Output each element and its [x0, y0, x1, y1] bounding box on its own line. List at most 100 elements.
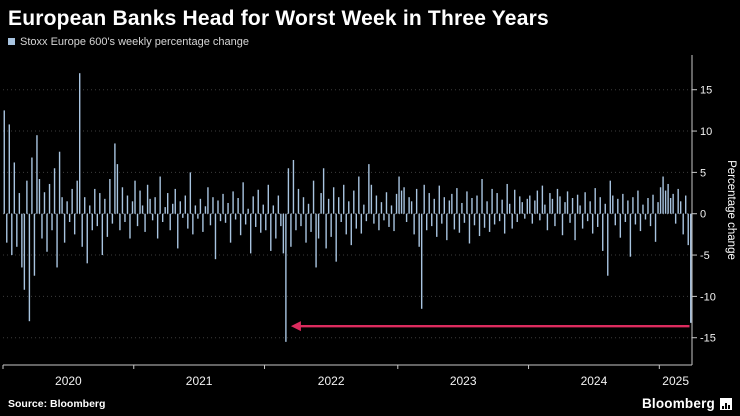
bar	[189, 172, 192, 214]
bar	[508, 203, 511, 214]
bar	[222, 193, 224, 214]
bar	[443, 197, 446, 214]
y-tick-label: 5	[700, 167, 706, 179]
bar	[21, 213, 23, 268]
chart-header: European Banks Head for Worst Week in Th…	[0, 0, 740, 49]
bar	[456, 188, 458, 214]
bar	[277, 195, 280, 214]
bar	[96, 213, 98, 227]
bar	[232, 191, 234, 214]
chart-footer: Source: Bloomberg Bloomberg	[0, 394, 740, 416]
bar	[255, 213, 257, 227]
bar	[448, 200, 451, 214]
bar	[370, 184, 373, 214]
bar	[654, 213, 657, 242]
bar	[302, 197, 305, 214]
bar	[3, 110, 5, 214]
bar	[586, 213, 589, 222]
bar	[393, 213, 395, 232]
bar	[287, 168, 290, 214]
bar	[239, 213, 242, 236]
bar	[410, 201, 413, 214]
bar	[28, 213, 31, 322]
bar	[56, 213, 58, 268]
bar	[234, 213, 237, 220]
bar	[536, 190, 539, 214]
bar	[524, 213, 526, 219]
bar	[84, 197, 86, 214]
bar	[433, 198, 435, 214]
bar	[227, 202, 229, 214]
bar	[446, 213, 448, 241]
bar	[242, 182, 244, 214]
y-axis-title: Percentage change	[725, 160, 737, 260]
x-year-label: 2023	[450, 374, 477, 388]
bar	[292, 159, 295, 214]
bar	[317, 213, 320, 239]
bar	[476, 195, 478, 214]
bar	[395, 193, 398, 214]
bar	[546, 213, 549, 231]
x-year-label: 2021	[186, 374, 213, 388]
bar	[179, 201, 181, 214]
bar	[363, 204, 365, 214]
bar	[104, 198, 106, 214]
bar	[8, 124, 10, 214]
bar	[350, 213, 352, 246]
bar	[109, 179, 111, 214]
bar	[478, 213, 481, 237]
bar	[624, 213, 627, 222]
bar	[73, 213, 76, 235]
bar	[576, 194, 579, 214]
bar	[111, 213, 114, 224]
bar	[471, 198, 473, 214]
bar	[144, 213, 146, 232]
legend-label: Stoxx Europe 600's weekly percentage cha…	[20, 35, 249, 48]
x-year-label: 2020	[55, 374, 82, 388]
axes: 15 10 5 0 -5 -10 -15 2020 2021 2022 2023 2024 2025	[2, 55, 716, 388]
bar	[551, 198, 554, 214]
bar	[197, 213, 199, 219]
bar	[119, 213, 121, 231]
bar	[353, 190, 355, 214]
bar	[307, 203, 310, 214]
bar	[669, 198, 672, 214]
y-tick-label: 0	[700, 209, 706, 221]
x-year-label: 2024	[581, 374, 608, 388]
bar	[403, 187, 405, 214]
bar	[418, 213, 420, 247]
bar	[634, 213, 637, 225]
bar	[327, 198, 330, 214]
bar	[262, 204, 264, 214]
bar	[348, 201, 350, 214]
bar	[468, 213, 471, 244]
bar	[428, 193, 430, 214]
bar	[358, 176, 360, 214]
bar	[214, 213, 217, 260]
bar	[79, 73, 81, 214]
bar	[219, 213, 222, 222]
bloomberg-wordmark: Bloomberg	[641, 396, 715, 411]
bar	[114, 143, 116, 214]
bar	[400, 190, 403, 214]
bar	[632, 197, 634, 214]
bar	[526, 198, 528, 214]
bar	[131, 201, 134, 214]
bar	[426, 213, 428, 231]
bar	[217, 200, 219, 214]
bar	[267, 184, 269, 214]
bar	[627, 200, 629, 214]
bar	[544, 204, 546, 214]
bar	[458, 213, 461, 233]
bar	[571, 198, 574, 214]
chart-legend: Stoxx Europe 600's weekly percentage cha…	[8, 34, 730, 49]
y-tick-label: -15	[700, 333, 716, 345]
bar	[53, 168, 56, 214]
bar	[496, 193, 498, 214]
bar	[431, 213, 433, 227]
bar	[66, 201, 68, 214]
bar	[169, 213, 171, 231]
bar	[247, 208, 249, 214]
bar	[290, 213, 292, 247]
